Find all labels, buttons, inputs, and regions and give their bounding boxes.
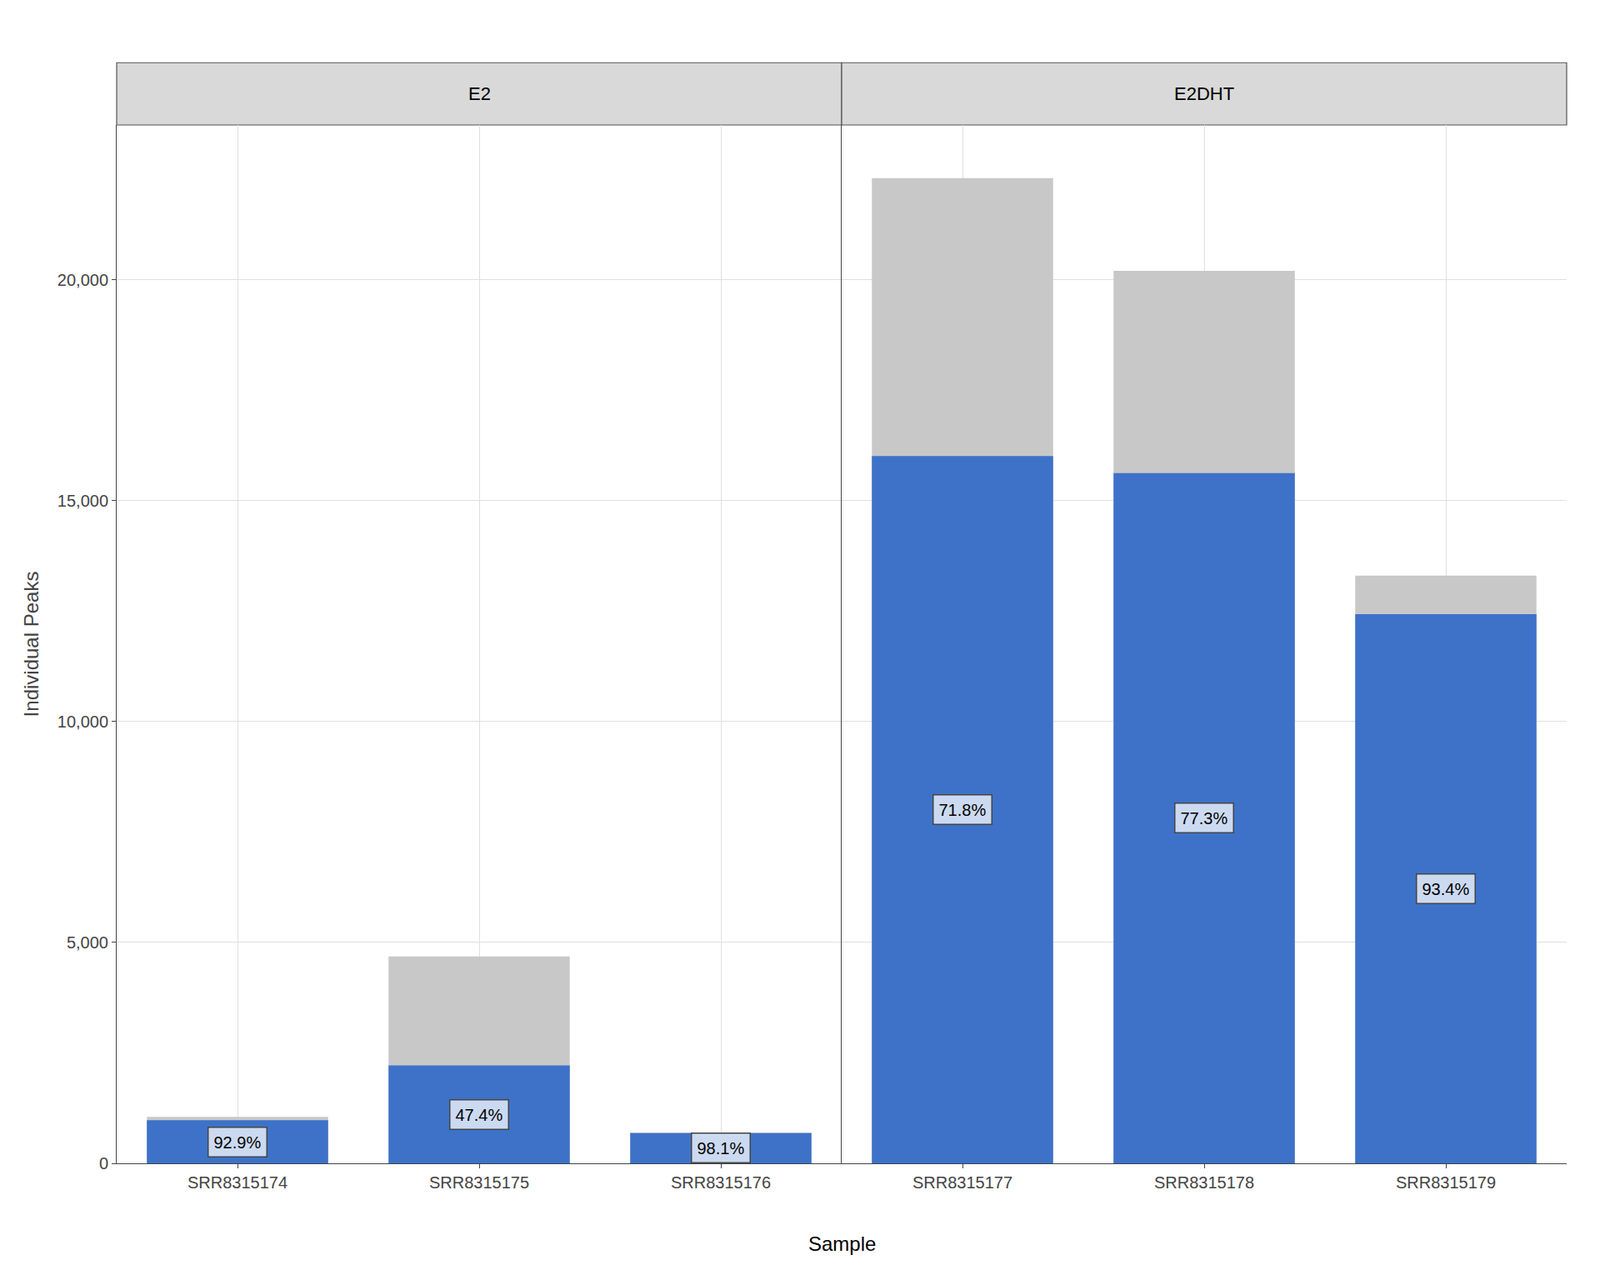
svg-text:Sample: Sample xyxy=(808,1232,876,1255)
svg-text:93.4%: 93.4% xyxy=(1422,880,1470,899)
svg-text:Individual Peaks: Individual Peaks xyxy=(20,571,43,718)
svg-text:47.4%: 47.4% xyxy=(455,1105,504,1125)
svg-text:SRR8315178: SRR8315178 xyxy=(1154,1173,1255,1192)
svg-text:SRR8315174: SRR8315174 xyxy=(187,1173,288,1192)
svg-text:E2: E2 xyxy=(468,83,491,105)
svg-text:92.9%: 92.9% xyxy=(214,1133,262,1152)
svg-text:10,000: 10,000 xyxy=(57,712,109,731)
svg-text:5,000: 5,000 xyxy=(66,933,109,952)
svg-text:77.3%: 77.3% xyxy=(1180,809,1229,828)
svg-text:SRR8315175: SRR8315175 xyxy=(429,1173,530,1192)
svg-text:98.1%: 98.1% xyxy=(697,1139,745,1158)
svg-text:E2DHT: E2DHT xyxy=(1174,83,1235,105)
svg-text:SRR8315176: SRR8315176 xyxy=(670,1173,771,1192)
svg-text:0: 0 xyxy=(99,1154,109,1173)
svg-text:15,000: 15,000 xyxy=(57,491,109,510)
svg-text:20,000: 20,000 xyxy=(57,270,109,290)
svg-text:SRR8315179: SRR8315179 xyxy=(1395,1173,1496,1192)
svg-text:71.8%: 71.8% xyxy=(939,800,987,820)
svg-text:SRR8315177: SRR8315177 xyxy=(912,1173,1013,1192)
